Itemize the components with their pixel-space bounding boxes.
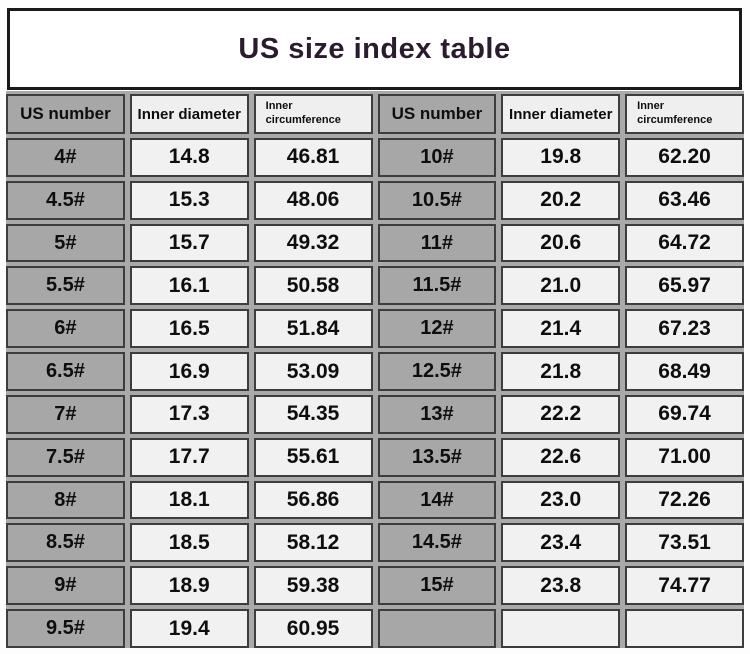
inner-diameter-cell: 23.8 <box>501 566 621 606</box>
inner-circumference-cell: 53.09 <box>253 352 373 391</box>
us-number-cell: 9# <box>6 566 125 606</box>
inner-diameter-cell: 15.3 <box>129 180 249 220</box>
inner-diameter-cell: 18.1 <box>129 480 249 520</box>
inner-diameter-cell: 16.1 <box>129 266 249 306</box>
inner-circumference-cell: 74.77 <box>625 566 744 606</box>
inner-circumference-cell: 72.26 <box>625 480 744 520</box>
inner-circumference-cell: 59.38 <box>253 566 373 606</box>
us-number-cell: 12.5# <box>377 352 497 391</box>
us-number-cell: 4.5# <box>6 180 125 220</box>
inner-diameter-cell: 23.0 <box>501 480 621 520</box>
us-number-cell: 14# <box>377 480 497 520</box>
inner-diameter-cell: 14.8 <box>129 138 249 177</box>
us-number-cell: 9.5# <box>6 609 125 648</box>
inner-circumference-cell: 50.58 <box>253 266 373 306</box>
us-number-cell: 5# <box>6 223 125 263</box>
us-number-cell: 5.5# <box>6 266 125 306</box>
inner-diameter-cell: 22.6 <box>501 437 621 477</box>
us-number-cell: 8.5# <box>6 523 125 563</box>
inner-circumference-cell: 56.86 <box>253 480 373 520</box>
us-number-cell: 11# <box>377 223 497 263</box>
inner-circumference-cell: 46.81 <box>253 138 373 177</box>
inner-circumference-cell: 63.46 <box>625 180 744 220</box>
inner-circumference-cell: 49.32 <box>253 223 373 263</box>
inner-circumference-cell <box>625 609 744 648</box>
inner-diameter-cell: 18.9 <box>129 566 249 606</box>
us-number-cell: 7.5# <box>6 437 125 477</box>
us-number-cell: 6.5# <box>6 352 125 391</box>
inner-circumference-cell: 55.61 <box>253 437 373 477</box>
us-number-cell: 10.5# <box>377 180 497 220</box>
inner-circumference-cell: 58.12 <box>253 523 373 563</box>
us-number-cell <box>377 609 497 648</box>
header-inner-circumference-left-label: Inner circumference <box>265 100 341 126</box>
size-table: US number Inner diameter Inner circumfer… <box>6 91 744 648</box>
inner-diameter-cell: 19.4 <box>129 609 249 648</box>
inner-diameter-cell <box>501 609 621 648</box>
us-number-cell: 7# <box>6 394 125 434</box>
inner-circumference-cell: 71.00 <box>625 437 744 477</box>
inner-circumference-cell: 67.23 <box>625 309 744 349</box>
inner-diameter-cell: 20.6 <box>501 223 621 263</box>
inner-diameter-cell: 15.7 <box>129 223 249 263</box>
us-number-cell: 6# <box>6 309 125 349</box>
size-table-grid: US number Inner diameter Inner circumfer… <box>6 94 744 648</box>
us-number-cell: 12# <box>377 309 497 349</box>
us-number-cell: 13# <box>377 394 497 434</box>
inner-diameter-cell: 17.3 <box>129 394 249 434</box>
inner-circumference-cell: 69.74 <box>625 394 744 434</box>
us-number-cell: 8# <box>6 480 125 520</box>
inner-diameter-cell: 21.8 <box>501 352 621 391</box>
inner-diameter-cell: 17.7 <box>129 437 249 477</box>
title-box: US size index table <box>7 8 742 90</box>
inner-diameter-cell: 23.4 <box>501 523 621 563</box>
inner-circumference-cell: 73.51 <box>625 523 744 563</box>
header-inner-circumference-right-label: Inner circumference <box>637 100 713 126</box>
inner-circumference-cell: 60.95 <box>253 609 373 648</box>
inner-diameter-cell: 21.0 <box>501 266 621 306</box>
header-inner-circumference-right: Inner circumference <box>625 94 744 134</box>
us-number-cell: 4# <box>6 138 125 177</box>
header-inner-circumference-left: Inner circumference <box>253 94 373 134</box>
inner-diameter-cell: 19.8 <box>501 138 621 177</box>
inner-circumference-cell: 68.49 <box>625 352 744 391</box>
header-us-number-left: US number <box>6 94 125 134</box>
inner-circumference-cell: 48.06 <box>253 180 373 220</box>
inner-circumference-cell: 54.35 <box>253 394 373 434</box>
page-title: US size index table <box>238 32 511 65</box>
header-inner-diameter-right: Inner diameter <box>501 94 621 134</box>
us-number-cell: 11.5# <box>377 266 497 306</box>
inner-circumference-cell: 64.72 <box>625 223 744 263</box>
header-us-number-right: US number <box>377 94 497 134</box>
inner-diameter-cell: 16.9 <box>129 352 249 391</box>
inner-diameter-cell: 22.2 <box>501 394 621 434</box>
header-inner-diameter-left: Inner diameter <box>129 94 249 134</box>
us-number-cell: 10# <box>377 138 497 177</box>
us-number-cell: 15# <box>377 566 497 606</box>
inner-circumference-cell: 62.20 <box>625 138 744 177</box>
inner-diameter-cell: 21.4 <box>501 309 621 349</box>
us-number-cell: 14.5# <box>377 523 497 563</box>
inner-diameter-cell: 16.5 <box>129 309 249 349</box>
inner-circumference-cell: 65.97 <box>625 266 744 306</box>
inner-circumference-cell: 51.84 <box>253 309 373 349</box>
inner-diameter-cell: 18.5 <box>129 523 249 563</box>
inner-diameter-cell: 20.2 <box>501 180 621 220</box>
us-number-cell: 13.5# <box>377 437 497 477</box>
